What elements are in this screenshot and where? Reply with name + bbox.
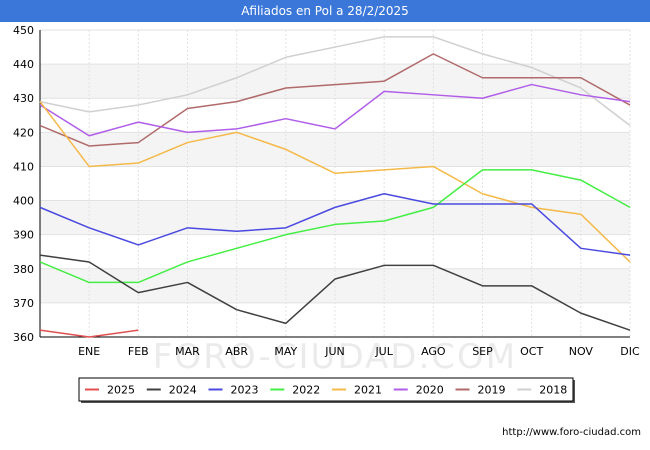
legend-box xyxy=(78,377,574,402)
source-url: http://www.foro-ciudad.com xyxy=(502,427,641,438)
x-tick-label: MAR xyxy=(175,345,200,358)
watermark: FORO-CIUDAD.COM xyxy=(153,337,517,377)
y-tick-label: 370 xyxy=(13,297,34,310)
background-band xyxy=(40,200,630,235)
x-tick-label: MAY xyxy=(274,345,297,358)
series-line-2024 xyxy=(39,254,631,331)
legend-label-2023: 2023 xyxy=(231,384,259,397)
series-line-2022 xyxy=(39,169,631,284)
legend-label-2018: 2018 xyxy=(539,384,567,397)
x-axis-ticks: ENE FEB MAR ABR MAY JUN JUL AGO SEP OCT NOV DIC xyxy=(78,345,640,358)
y-tick-label: 420 xyxy=(13,126,34,139)
x-tick-label: JUL xyxy=(374,345,393,358)
series-line-2023 xyxy=(39,192,631,256)
legend-label-2024: 2024 xyxy=(169,384,197,397)
y-tick-label: 430 xyxy=(13,92,34,105)
series-lines xyxy=(39,36,631,338)
legend-label-2025: 2025 xyxy=(107,384,135,397)
y-tick-label: 380 xyxy=(13,263,34,276)
background-band xyxy=(40,132,630,167)
y-tick-label: 450 xyxy=(13,24,34,37)
x-tick-label: JUN xyxy=(324,345,345,358)
series-line-2018 xyxy=(39,36,631,127)
x-tick-label: SEP xyxy=(472,345,493,358)
x-tick-label: ENE xyxy=(78,345,100,358)
legend-label-2022: 2022 xyxy=(292,384,320,397)
x-tick-label: AGO xyxy=(421,345,446,358)
y-tick-label: 410 xyxy=(13,160,34,173)
series-line-2025 xyxy=(39,329,139,338)
series-line-2019 xyxy=(39,53,631,147)
y-tick-label: 440 xyxy=(13,58,34,71)
axes xyxy=(39,30,630,338)
legend-label-2019: 2019 xyxy=(478,384,506,397)
chart-title: Afiliados en Pol a 28/2/2025 xyxy=(0,0,650,22)
x-tick-label: DIC xyxy=(620,345,640,358)
series-line-2021 xyxy=(39,101,631,263)
x-tick-label: OCT xyxy=(520,345,543,358)
legend: 2025 2024 2023 2022 2021 2020 2019 2018 xyxy=(78,377,575,403)
x-tick-label: NOV xyxy=(569,345,594,358)
legend-label-2020: 2020 xyxy=(416,384,444,397)
background-band xyxy=(40,64,630,99)
x-tick-label: ABR xyxy=(225,345,248,358)
y-tick-label: 400 xyxy=(13,195,34,208)
y-axis-ticks: 360 370 380 390 400 410 420 430 440 450 xyxy=(13,24,34,344)
legend-label-2021: 2021 xyxy=(354,384,382,397)
series-line-2020 xyxy=(39,83,631,137)
y-tick-label: 360 xyxy=(13,331,34,344)
x-tick-label: FEB xyxy=(128,345,149,358)
y-tick-label: 390 xyxy=(13,229,34,242)
gridlines xyxy=(40,29,631,338)
